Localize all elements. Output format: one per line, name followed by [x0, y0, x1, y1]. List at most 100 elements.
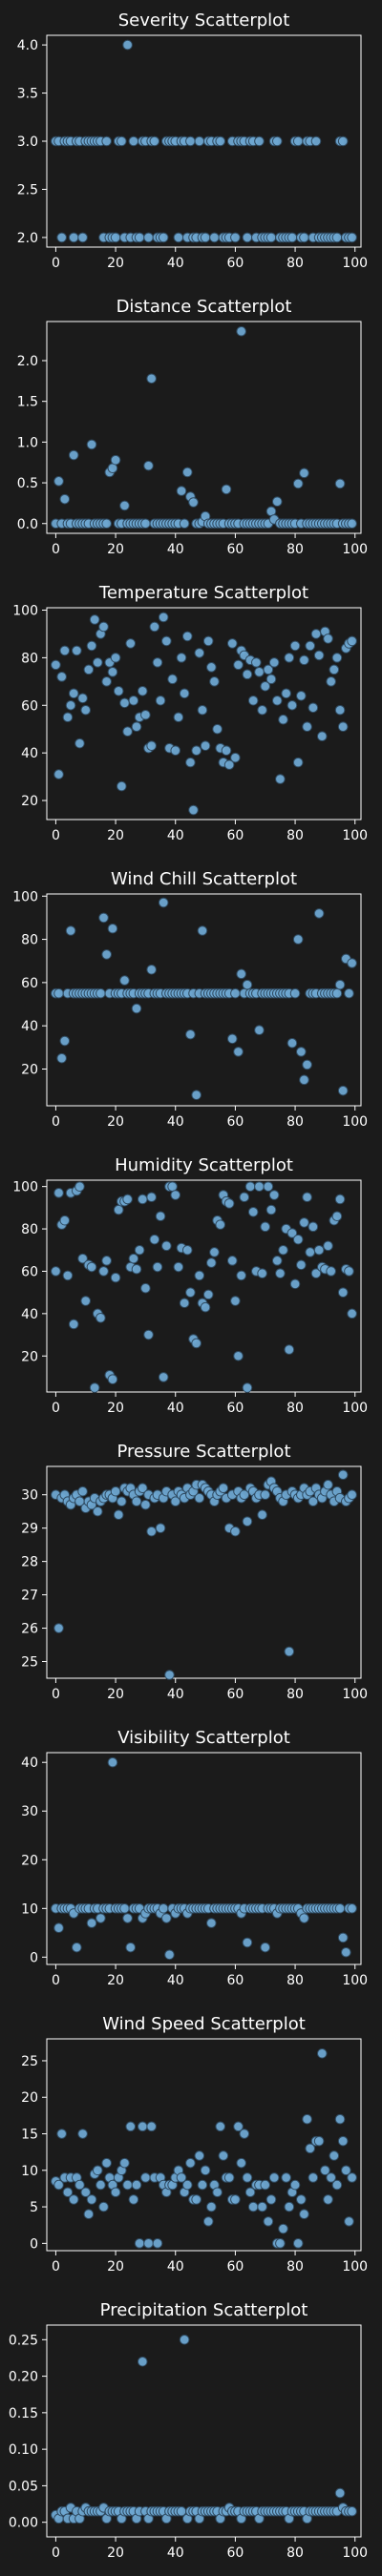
chart-title: Wind Chill Scatterplot [111, 869, 297, 889]
scatter-point [212, 2187, 223, 2198]
scatter-point [292, 2238, 304, 2249]
scatter-point [51, 1266, 61, 1277]
x-tick-label: 80 [286, 1114, 304, 1130]
x-tick-label: 0 [52, 2259, 60, 2275]
y-tick-label: 0.00 [9, 2516, 38, 2531]
scatter-point [271, 135, 283, 147]
scatter-point [185, 1028, 196, 1040]
scatter-point [181, 631, 193, 642]
scatter-point [122, 39, 133, 51]
scatter-point [167, 674, 178, 685]
chart-panel-3: Temperature Scatterplot 0 20 40 60 80 100 20 40 6… [12, 583, 368, 843]
x-tick-label: 60 [226, 1973, 244, 1988]
scatter-point [101, 518, 112, 530]
scatter-point [170, 1496, 181, 1507]
scatter-point [200, 232, 211, 243]
scatter-point [286, 699, 298, 711]
x-tick-label: 100 [342, 1687, 368, 1702]
scatter-point [242, 1516, 253, 1527]
scatter-point [131, 2179, 142, 2191]
scatter-point [152, 1261, 163, 1273]
y-tick-label: 0.25 [9, 2333, 38, 2348]
scatter-point [134, 2238, 145, 2249]
chart-title: Precipitation Scatterplot [100, 2300, 308, 2320]
scatter-point [56, 1052, 67, 1064]
scatter-point [223, 759, 235, 770]
scatter-point [143, 1329, 154, 1340]
scatter-point [134, 232, 145, 243]
scatter-point [179, 2335, 190, 2345]
scatter-point [72, 645, 82, 656]
y-tick-label: 60 [21, 1264, 38, 1279]
scatter-point [110, 232, 121, 243]
scatter-point [230, 232, 241, 243]
y-tick-label: 1.5 [17, 395, 38, 410]
scatter-point [223, 1198, 235, 1209]
scatter-point [134, 1244, 145, 1256]
scatter-point [194, 1270, 205, 1281]
scatter-point [62, 712, 74, 723]
plot-frame [46, 1179, 362, 1393]
y-tick-label: 20 [21, 2090, 38, 2106]
scatter-point [226, 1033, 238, 1045]
scatter-point [125, 2121, 137, 2132]
scatter-point [77, 693, 88, 704]
scatter-point [242, 1382, 253, 1393]
scatter-point [170, 745, 181, 756]
y-tick-label: 28 [21, 1555, 38, 1570]
scatter-point [131, 1003, 142, 1014]
scatter-point [176, 653, 187, 663]
scatter-point [263, 664, 274, 675]
y-tick-label: 40 [21, 1307, 38, 1322]
scatter-point [242, 669, 253, 680]
scatter-point [209, 232, 220, 243]
scatter-point [86, 1918, 97, 1928]
scatter-point [113, 1204, 124, 1215]
y-tick-label: 0.05 [9, 2479, 38, 2494]
scatter-point [286, 1228, 298, 1238]
scatter-point [337, 721, 349, 733]
chart-title: Humidity Scatterplot [115, 1155, 293, 1175]
scatter-point [179, 1298, 190, 1309]
scatter-point [329, 664, 340, 675]
scatter-point [254, 1025, 265, 1036]
y-tick-label: 0.5 [17, 476, 38, 491]
scatter-point [289, 2179, 301, 2191]
scatter-point [334, 979, 346, 990]
scatter-point [344, 2216, 354, 2227]
scatter-point [128, 1253, 139, 1264]
scatter-point [152, 2238, 163, 2249]
scatter-point [347, 1489, 357, 1501]
plot-frame [46, 1752, 362, 1965]
scatter-point [281, 2172, 291, 2183]
y-tick-label: 26 [21, 1622, 38, 1637]
scatter-points [51, 2335, 357, 2524]
scatter-point [254, 1181, 265, 1192]
x-tick-label: 20 [107, 2545, 124, 2561]
scatter-point [308, 1221, 319, 1233]
scatter-point [77, 1485, 88, 1497]
scatter-point [56, 672, 67, 682]
scatter-point [268, 1190, 280, 1200]
scatter-point [215, 2121, 226, 2132]
scatter-point [289, 1278, 301, 1290]
scatter-point [344, 987, 354, 999]
scatter-point [56, 2129, 67, 2139]
scatter-point [242, 979, 253, 990]
scatter-point [137, 1483, 148, 1494]
x-tick-label: 0 [52, 1401, 60, 1416]
y-tick-label: 60 [21, 976, 38, 991]
scatter-points [51, 897, 357, 1100]
scatter-point [326, 676, 336, 687]
scatter-point [53, 987, 64, 999]
scatter-point [323, 634, 333, 644]
scatter-point [113, 686, 124, 696]
scatter-point [164, 1949, 175, 1961]
scatter-point [53, 1188, 64, 1198]
scatter-point [143, 460, 154, 471]
scatter-point [191, 2194, 202, 2205]
y-tick-label: 15 [21, 2128, 38, 2143]
y-tick-label: 40 [21, 1755, 38, 1771]
scatter-point [310, 1268, 322, 1278]
y-tick-label: 100 [12, 1180, 38, 1195]
